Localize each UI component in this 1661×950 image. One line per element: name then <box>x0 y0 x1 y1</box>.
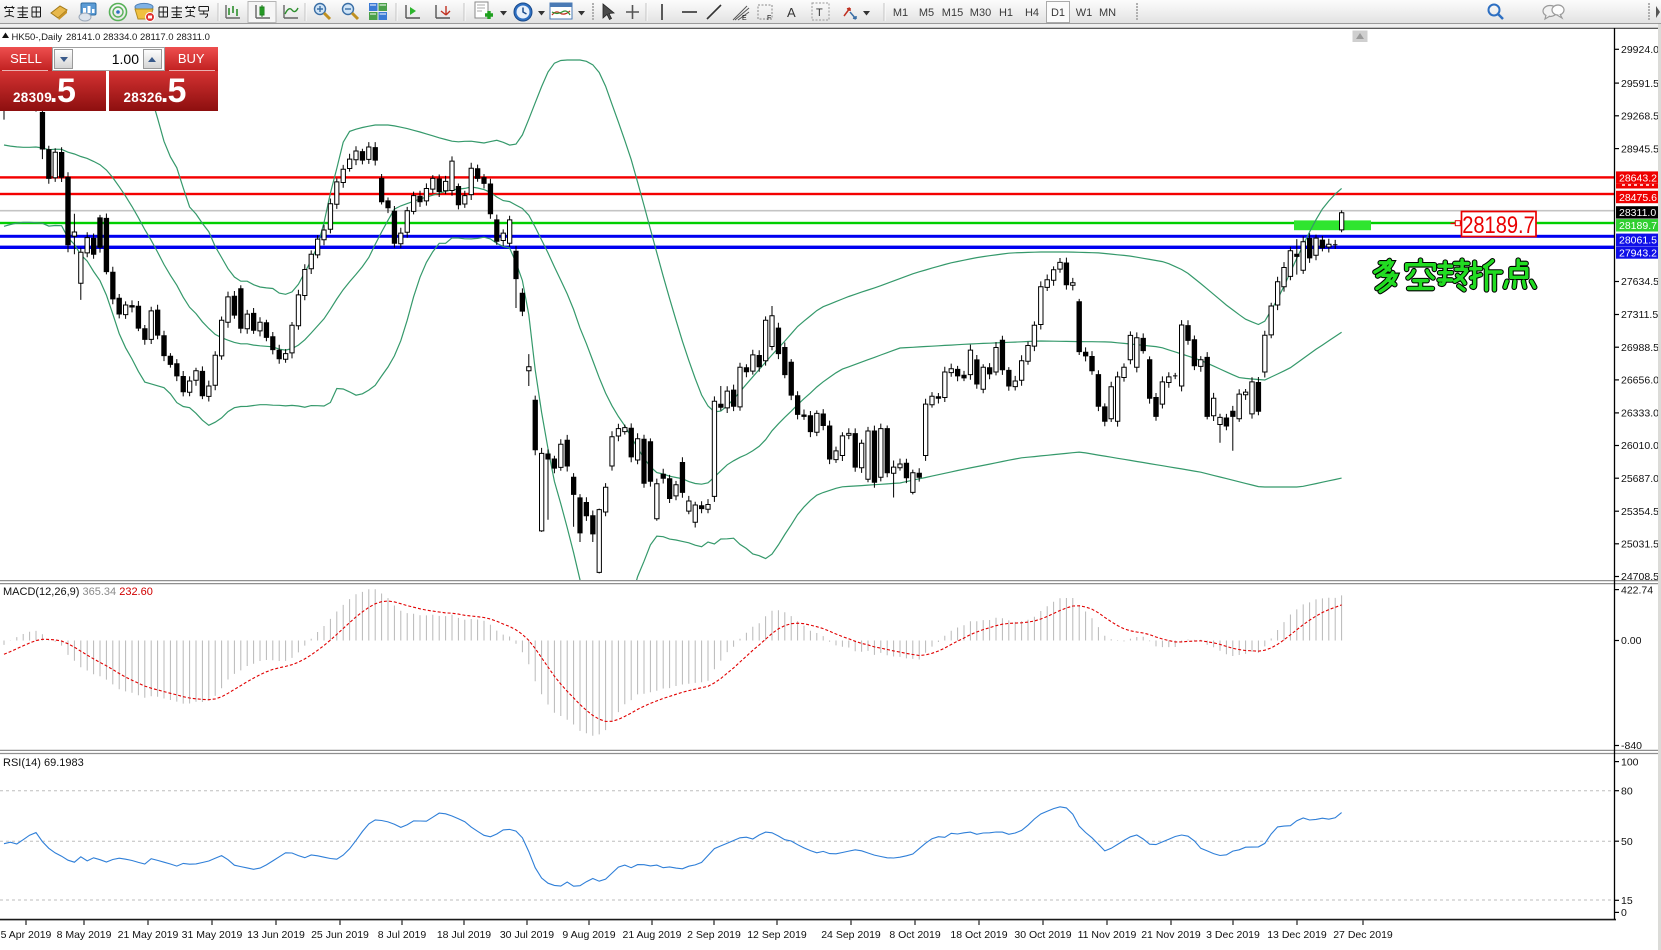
svg-text:26656.0: 26656.0 <box>1621 375 1659 387</box>
svg-text:28643.2: 28643.2 <box>1619 172 1657 184</box>
svg-text:26988.5: 26988.5 <box>1621 342 1659 354</box>
svg-text:13 Dec 2019: 13 Dec 2019 <box>1267 929 1327 941</box>
svg-text:28141.0 28334.0 28117.0 28311.: 28141.0 28334.0 28117.0 28311.0 <box>66 32 210 43</box>
svg-text:15: 15 <box>1621 895 1633 907</box>
svg-text:F: F <box>767 15 771 22</box>
svg-text:MN: MN <box>1099 7 1116 19</box>
svg-text:27311.5: 27311.5 <box>1621 309 1658 321</box>
svg-text:50: 50 <box>1621 836 1633 848</box>
svg-text:29591.5: 29591.5 <box>1621 78 1659 90</box>
svg-text:27943.2: 27943.2 <box>1619 247 1657 259</box>
svg-text:MACD(12,26,9) 365.34 232.60: MACD(12,26,9) 365.34 232.60 <box>3 586 153 598</box>
svg-text:29924.0: 29924.0 <box>1621 44 1659 56</box>
svg-text:2 Sep 2019: 2 Sep 2019 <box>687 929 741 941</box>
svg-text:28311.0: 28311.0 <box>1619 207 1656 219</box>
svg-text:422.74: 422.74 <box>1621 584 1653 596</box>
svg-text:24708.5: 24708.5 <box>1621 571 1659 583</box>
svg-text:E: E <box>742 15 747 22</box>
svg-text:RSI(14) 69.1983: RSI(14) 69.1983 <box>3 757 84 769</box>
svg-text:5 Apr 2019: 5 Apr 2019 <box>1 929 52 941</box>
svg-text:100: 100 <box>1621 756 1639 768</box>
svg-text:28945.5: 28945.5 <box>1621 143 1659 155</box>
svg-text:28189.7: 28189.7 <box>1619 220 1657 232</box>
svg-text:0: 0 <box>1621 907 1627 919</box>
svg-text:18 Oct 2019: 18 Oct 2019 <box>950 929 1007 941</box>
svg-text:80: 80 <box>1621 785 1633 797</box>
svg-text:28061.5: 28061.5 <box>1619 235 1657 247</box>
svg-text:H1: H1 <box>999 7 1013 19</box>
svg-text:21 Aug 2019: 21 Aug 2019 <box>623 929 682 941</box>
svg-text:-840: -840 <box>1621 740 1642 752</box>
svg-text:8 Oct 2019: 8 Oct 2019 <box>889 929 941 941</box>
svg-text:W1: W1 <box>1076 7 1093 19</box>
svg-text:M1: M1 <box>893 7 908 19</box>
svg-text:HK50-,Daily: HK50-,Daily <box>12 32 63 43</box>
svg-text:13 Jun 2019: 13 Jun 2019 <box>247 929 305 941</box>
svg-text:8 Jul 2019: 8 Jul 2019 <box>378 929 427 941</box>
svg-text:29268.5: 29268.5 <box>1621 111 1659 123</box>
svg-text:M15: M15 <box>942 7 963 19</box>
svg-text:25687.0: 25687.0 <box>1621 473 1659 485</box>
svg-text:D1: D1 <box>1051 7 1065 19</box>
svg-text:31 May 2019: 31 May 2019 <box>182 929 243 941</box>
svg-text:28189.7: 28189.7 <box>1462 211 1535 238</box>
svg-text:T: T <box>816 7 823 19</box>
svg-text:12 Sep 2019: 12 Sep 2019 <box>747 929 807 941</box>
svg-text:25354.5: 25354.5 <box>1621 506 1659 518</box>
svg-text:28475.6: 28475.6 <box>1619 192 1657 204</box>
svg-text:26010.0: 26010.0 <box>1621 440 1659 452</box>
svg-text:30 Jul 2019: 30 Jul 2019 <box>500 929 554 941</box>
svg-text:9 Aug 2019: 9 Aug 2019 <box>562 929 615 941</box>
svg-text:3 Dec 2019: 3 Dec 2019 <box>1206 929 1260 941</box>
svg-text:24 Sep 2019: 24 Sep 2019 <box>821 929 881 941</box>
svg-text:8 May 2019: 8 May 2019 <box>57 929 112 941</box>
svg-text:M30: M30 <box>970 7 991 19</box>
svg-text:11 Nov 2019: 11 Nov 2019 <box>1078 929 1137 941</box>
svg-text:21 May 2019: 21 May 2019 <box>118 929 179 941</box>
svg-text:25031.5: 25031.5 <box>1621 539 1659 551</box>
svg-text:18 Jul 2019: 18 Jul 2019 <box>437 929 491 941</box>
svg-text:A: A <box>787 5 796 20</box>
svg-text:30 Oct 2019: 30 Oct 2019 <box>1014 929 1071 941</box>
svg-text:27 Dec 2019: 27 Dec 2019 <box>1333 929 1393 941</box>
svg-text:H4: H4 <box>1025 7 1039 19</box>
svg-text:21 Nov 2019: 21 Nov 2019 <box>1141 929 1201 941</box>
svg-text:25 Jun 2019: 25 Jun 2019 <box>311 929 369 941</box>
svg-text:M5: M5 <box>919 7 934 19</box>
svg-text:27634.5: 27634.5 <box>1621 276 1659 288</box>
svg-text:0.00: 0.00 <box>1621 635 1642 647</box>
svg-text:26333.0: 26333.0 <box>1621 408 1659 420</box>
